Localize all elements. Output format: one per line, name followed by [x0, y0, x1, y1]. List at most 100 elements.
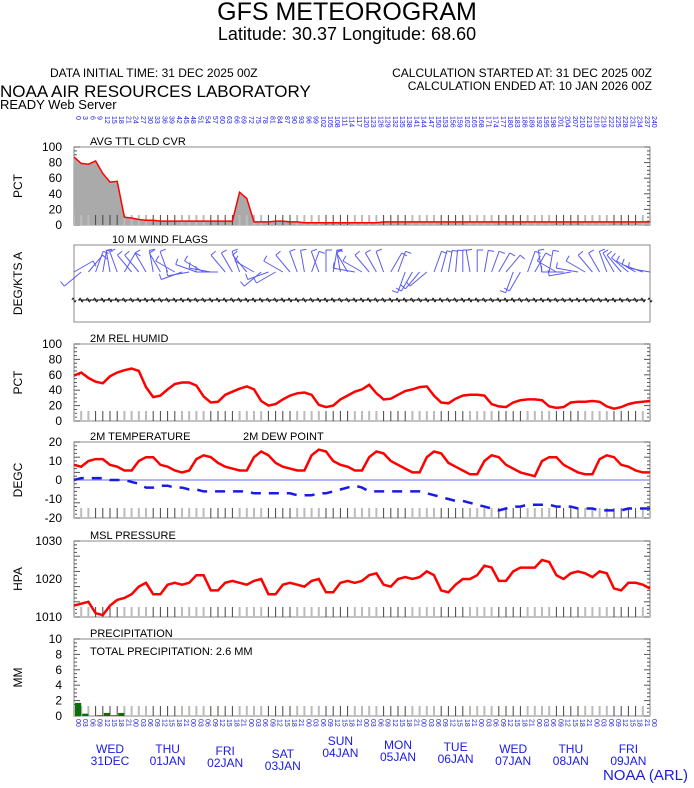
utc-hour-label: 18 — [520, 719, 527, 727]
wind-barb — [159, 251, 169, 273]
utc-hour-label: 15 — [168, 719, 175, 727]
wind-speed-glyph — [647, 297, 653, 303]
credit-label: NOAA (ARL) — [602, 767, 688, 784]
wind-barb-flag — [234, 255, 239, 262]
utc-hour-label: 18 — [578, 719, 585, 727]
wind-barb-flag — [602, 249, 609, 254]
wind-barb-flag — [536, 255, 541, 262]
wind-speed-glyph — [194, 297, 199, 303]
wind-barb-flag — [165, 269, 169, 276]
y-tick-label: 20 — [49, 399, 63, 413]
wind-barb-flag — [300, 248, 307, 251]
wind-barb — [102, 250, 108, 273]
wind-barb-flag — [135, 252, 141, 257]
wind-barb — [527, 251, 536, 273]
forecast-hour-label: 123 — [369, 116, 376, 128]
wind-speed-glyph — [158, 297, 163, 303]
y-tick-label: 20 — [49, 202, 63, 216]
utc-hour-label: 00 — [189, 719, 196, 727]
wind-barb-flag — [221, 249, 227, 254]
wind-barb — [167, 271, 190, 277]
forecast-hour-label: 240 — [650, 116, 657, 128]
y-tick-label: 20 — [49, 435, 63, 449]
wind-speed-glyph — [460, 297, 466, 303]
utc-hour-label: 18 — [175, 719, 182, 727]
utc-hour-label: 15 — [456, 719, 463, 727]
utc-hour-label: 03 — [81, 719, 88, 727]
utc-hour-label: 15 — [110, 719, 117, 727]
y-tick-label: 0 — [55, 414, 62, 428]
wind-barb — [598, 251, 608, 273]
wind-barb — [155, 260, 176, 273]
utc-hour-label: 00 — [304, 719, 311, 727]
utc-hour-label: 12 — [103, 719, 110, 727]
wind-speed-glyph — [597, 297, 602, 303]
wind-speed-glyph — [172, 297, 178, 303]
wind-barb-flag — [175, 258, 179, 265]
utc-hour-label: 12 — [391, 719, 398, 727]
y-tick-label: 8 — [55, 647, 62, 661]
utc-hour-label: 21 — [240, 719, 247, 727]
wind-speed-glyph — [633, 297, 638, 303]
wind-speed-glyph — [251, 297, 257, 303]
utc-hour-label: 00 — [132, 719, 139, 727]
precip-bar — [111, 715, 118, 716]
wind-barb-flag — [245, 273, 249, 280]
wind-barb-flag — [400, 284, 406, 290]
utc-hour-label: 00 — [477, 719, 484, 727]
utc-hour-label: 09 — [441, 719, 448, 727]
y-axis-label: PCT — [11, 173, 25, 198]
utc-hour-label: 12 — [218, 719, 225, 727]
wind-barb-flag — [106, 248, 113, 251]
utc-hour-label: 21 — [412, 719, 419, 727]
wind-barb-flag — [184, 255, 188, 262]
wind-barb-flag — [134, 249, 141, 254]
wind-barb — [405, 271, 420, 290]
panel-title: 2M REL HUMID — [90, 333, 168, 345]
y-tick-label: 10 — [49, 632, 63, 646]
forecast-hour-label: 195 — [542, 116, 549, 128]
lab-name: NOAA AIR RESOURCES LABORATORY — [0, 82, 311, 101]
wind-barb — [364, 252, 377, 273]
wind-speed-glyph — [86, 297, 91, 303]
wind-speed-glyph — [323, 297, 329, 303]
wind-speed-glyph — [273, 297, 278, 303]
y-axis-label: DEGC — [11, 462, 25, 497]
forecast-hour-label: 60 — [218, 116, 225, 124]
utc-hour-label: 06 — [319, 719, 326, 727]
wind-barb — [537, 260, 557, 273]
wind-speed-glyph — [467, 297, 473, 303]
utc-hour-label: 12 — [333, 719, 340, 727]
forecast-hour-label: 75 — [254, 116, 261, 124]
wind-barb — [508, 271, 521, 292]
wind-barb-flag — [621, 258, 625, 265]
wind-barb-flag — [365, 249, 371, 254]
wind-speed-glyph — [446, 297, 451, 303]
panel-title: AVG TTL CLD CVR — [90, 136, 186, 148]
forecast-hour-label: 213 — [585, 116, 592, 128]
wind-barb — [455, 250, 459, 273]
forecast-hour-label: 99 — [312, 116, 319, 124]
forecast-hour-label: 141 — [412, 116, 419, 128]
day-of-week-label: FRI — [619, 742, 638, 756]
wind-speed-glyph — [366, 297, 372, 303]
wind-barb — [275, 254, 291, 273]
forecast-hour-label: 183 — [513, 116, 520, 128]
calculation-ended: CALCULATION ENDED AT: 10 JAN 2026 00Z — [407, 79, 652, 93]
utc-hour-label: 00 — [650, 719, 657, 727]
forecast-hour-label: 12 — [103, 116, 110, 124]
forecast-hour-label: 18 — [117, 116, 124, 124]
y-tick-label: 4 — [55, 678, 62, 692]
wind-barb-flag — [231, 248, 238, 252]
forecast-hour-label: 96 — [304, 116, 311, 124]
wind-speed-glyph — [150, 297, 156, 303]
wind-speed-glyph — [496, 297, 502, 303]
wind-barb-flag — [318, 250, 325, 254]
wind-barb — [148, 252, 161, 273]
wind-speed-glyph — [287, 297, 293, 303]
wind-speed-glyph — [539, 297, 545, 303]
forecast-hour-label: 159 — [456, 116, 463, 128]
temperature-line — [73, 448, 650, 478]
forecast-hour-label: 93 — [297, 116, 304, 124]
utc-hour-label: 09 — [153, 719, 160, 727]
